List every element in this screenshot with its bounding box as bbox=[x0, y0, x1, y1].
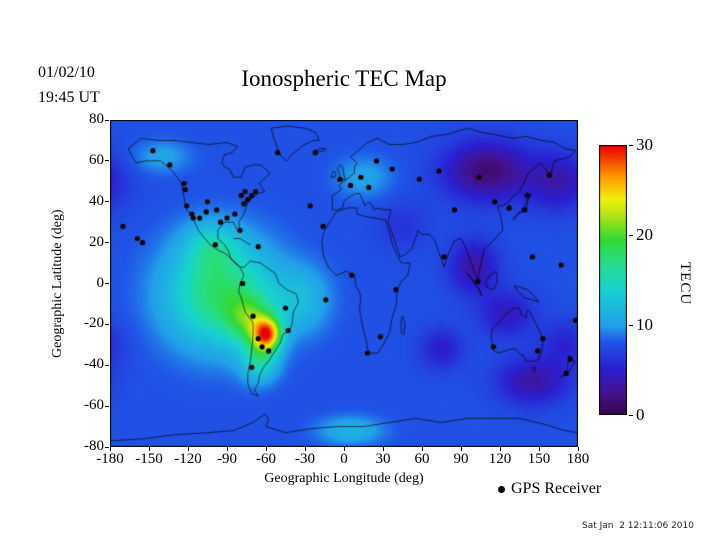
plot-area bbox=[110, 120, 578, 447]
x-tick-mark bbox=[538, 447, 540, 451]
x-axis-label: Geographic Longitude (deg) bbox=[264, 471, 424, 486]
y-tick-mark bbox=[105, 405, 109, 407]
y-tick-label: 80 bbox=[89, 111, 104, 127]
y-tick-label: 60 bbox=[89, 151, 104, 168]
x-tick-mark bbox=[265, 447, 267, 451]
x-tick-mark bbox=[421, 447, 423, 451]
y-tick-mark bbox=[105, 242, 109, 244]
colorbar-tick-label: 30 bbox=[636, 135, 653, 154]
x-tick-label: -30 bbox=[295, 451, 315, 467]
x-tick-mark bbox=[148, 447, 150, 451]
x-tick-label: -90 bbox=[217, 451, 237, 467]
y-tick-label: 0 bbox=[96, 274, 105, 291]
x-tick-mark bbox=[577, 447, 579, 451]
date-time-block: 01/02/10 19:45 UT bbox=[38, 60, 100, 110]
tec-heatmap-canvas bbox=[110, 120, 578, 447]
x-tick-label: -60 bbox=[256, 451, 276, 467]
y-tick-label: -20 bbox=[84, 315, 104, 332]
x-tick-mark bbox=[499, 447, 501, 451]
gps-receiver-dot-icon bbox=[498, 485, 505, 493]
x-tick-mark bbox=[382, 447, 384, 451]
y-tick-mark bbox=[105, 119, 109, 121]
x-tick-label: -120 bbox=[174, 451, 202, 467]
colorbar-label: TECU bbox=[677, 261, 693, 306]
legend: GPS Receiver bbox=[498, 479, 601, 499]
x-tick-mark bbox=[460, 447, 462, 451]
y-tick-label: -80 bbox=[84, 438, 104, 454]
y-tick-mark bbox=[105, 201, 109, 203]
y-tick-label: -40 bbox=[84, 356, 104, 373]
colorbar-tick-label: 0 bbox=[636, 405, 645, 424]
x-tick-label: 60 bbox=[414, 451, 430, 467]
x-tick-mark bbox=[304, 447, 306, 451]
x-tick-label: 180 bbox=[566, 451, 590, 467]
colorbar bbox=[599, 145, 627, 415]
time-text: 19:45 UT bbox=[38, 89, 100, 106]
x-tick-mark bbox=[226, 447, 228, 451]
y-tick-label: 20 bbox=[89, 233, 104, 250]
timestamp: Sat Jan 2 12:11:06 2010 bbox=[582, 521, 694, 531]
legend-label: GPS Receiver bbox=[511, 480, 602, 497]
y-tick-mark bbox=[105, 283, 109, 284]
y-tick-mark bbox=[105, 446, 109, 448]
y-tick-mark bbox=[105, 160, 109, 162]
x-tick-label: 150 bbox=[527, 451, 551, 467]
colorbar-tick-mark bbox=[629, 234, 633, 236]
x-tick-label: 0 bbox=[340, 451, 348, 467]
colorbar-tick-label: 20 bbox=[636, 225, 653, 244]
y-tick-label: 40 bbox=[89, 192, 104, 209]
x-tick-mark bbox=[187, 447, 189, 451]
colorbar-tick-mark bbox=[629, 324, 633, 326]
y-tick-mark bbox=[105, 364, 109, 366]
colorbar-canvas bbox=[599, 145, 627, 415]
x-tick-mark bbox=[343, 447, 345, 451]
colorbar-tick-mark bbox=[629, 414, 633, 416]
x-tick-mark bbox=[109, 447, 111, 451]
y-tick-mark bbox=[105, 323, 109, 325]
date-text: 01/02/10 bbox=[38, 64, 95, 81]
x-tick-label: 30 bbox=[375, 451, 391, 467]
chart-title: Ionospheric TEC Map bbox=[241, 66, 447, 91]
colorbar-tick-label: 10 bbox=[636, 315, 653, 334]
y-tick-label: -60 bbox=[84, 397, 104, 414]
x-tick-label: 120 bbox=[488, 451, 512, 467]
x-tick-label: 90 bbox=[453, 451, 469, 467]
x-tick-label: -150 bbox=[135, 451, 163, 467]
colorbar-tick-mark bbox=[629, 144, 633, 146]
x-tick-label: -180 bbox=[96, 451, 124, 467]
